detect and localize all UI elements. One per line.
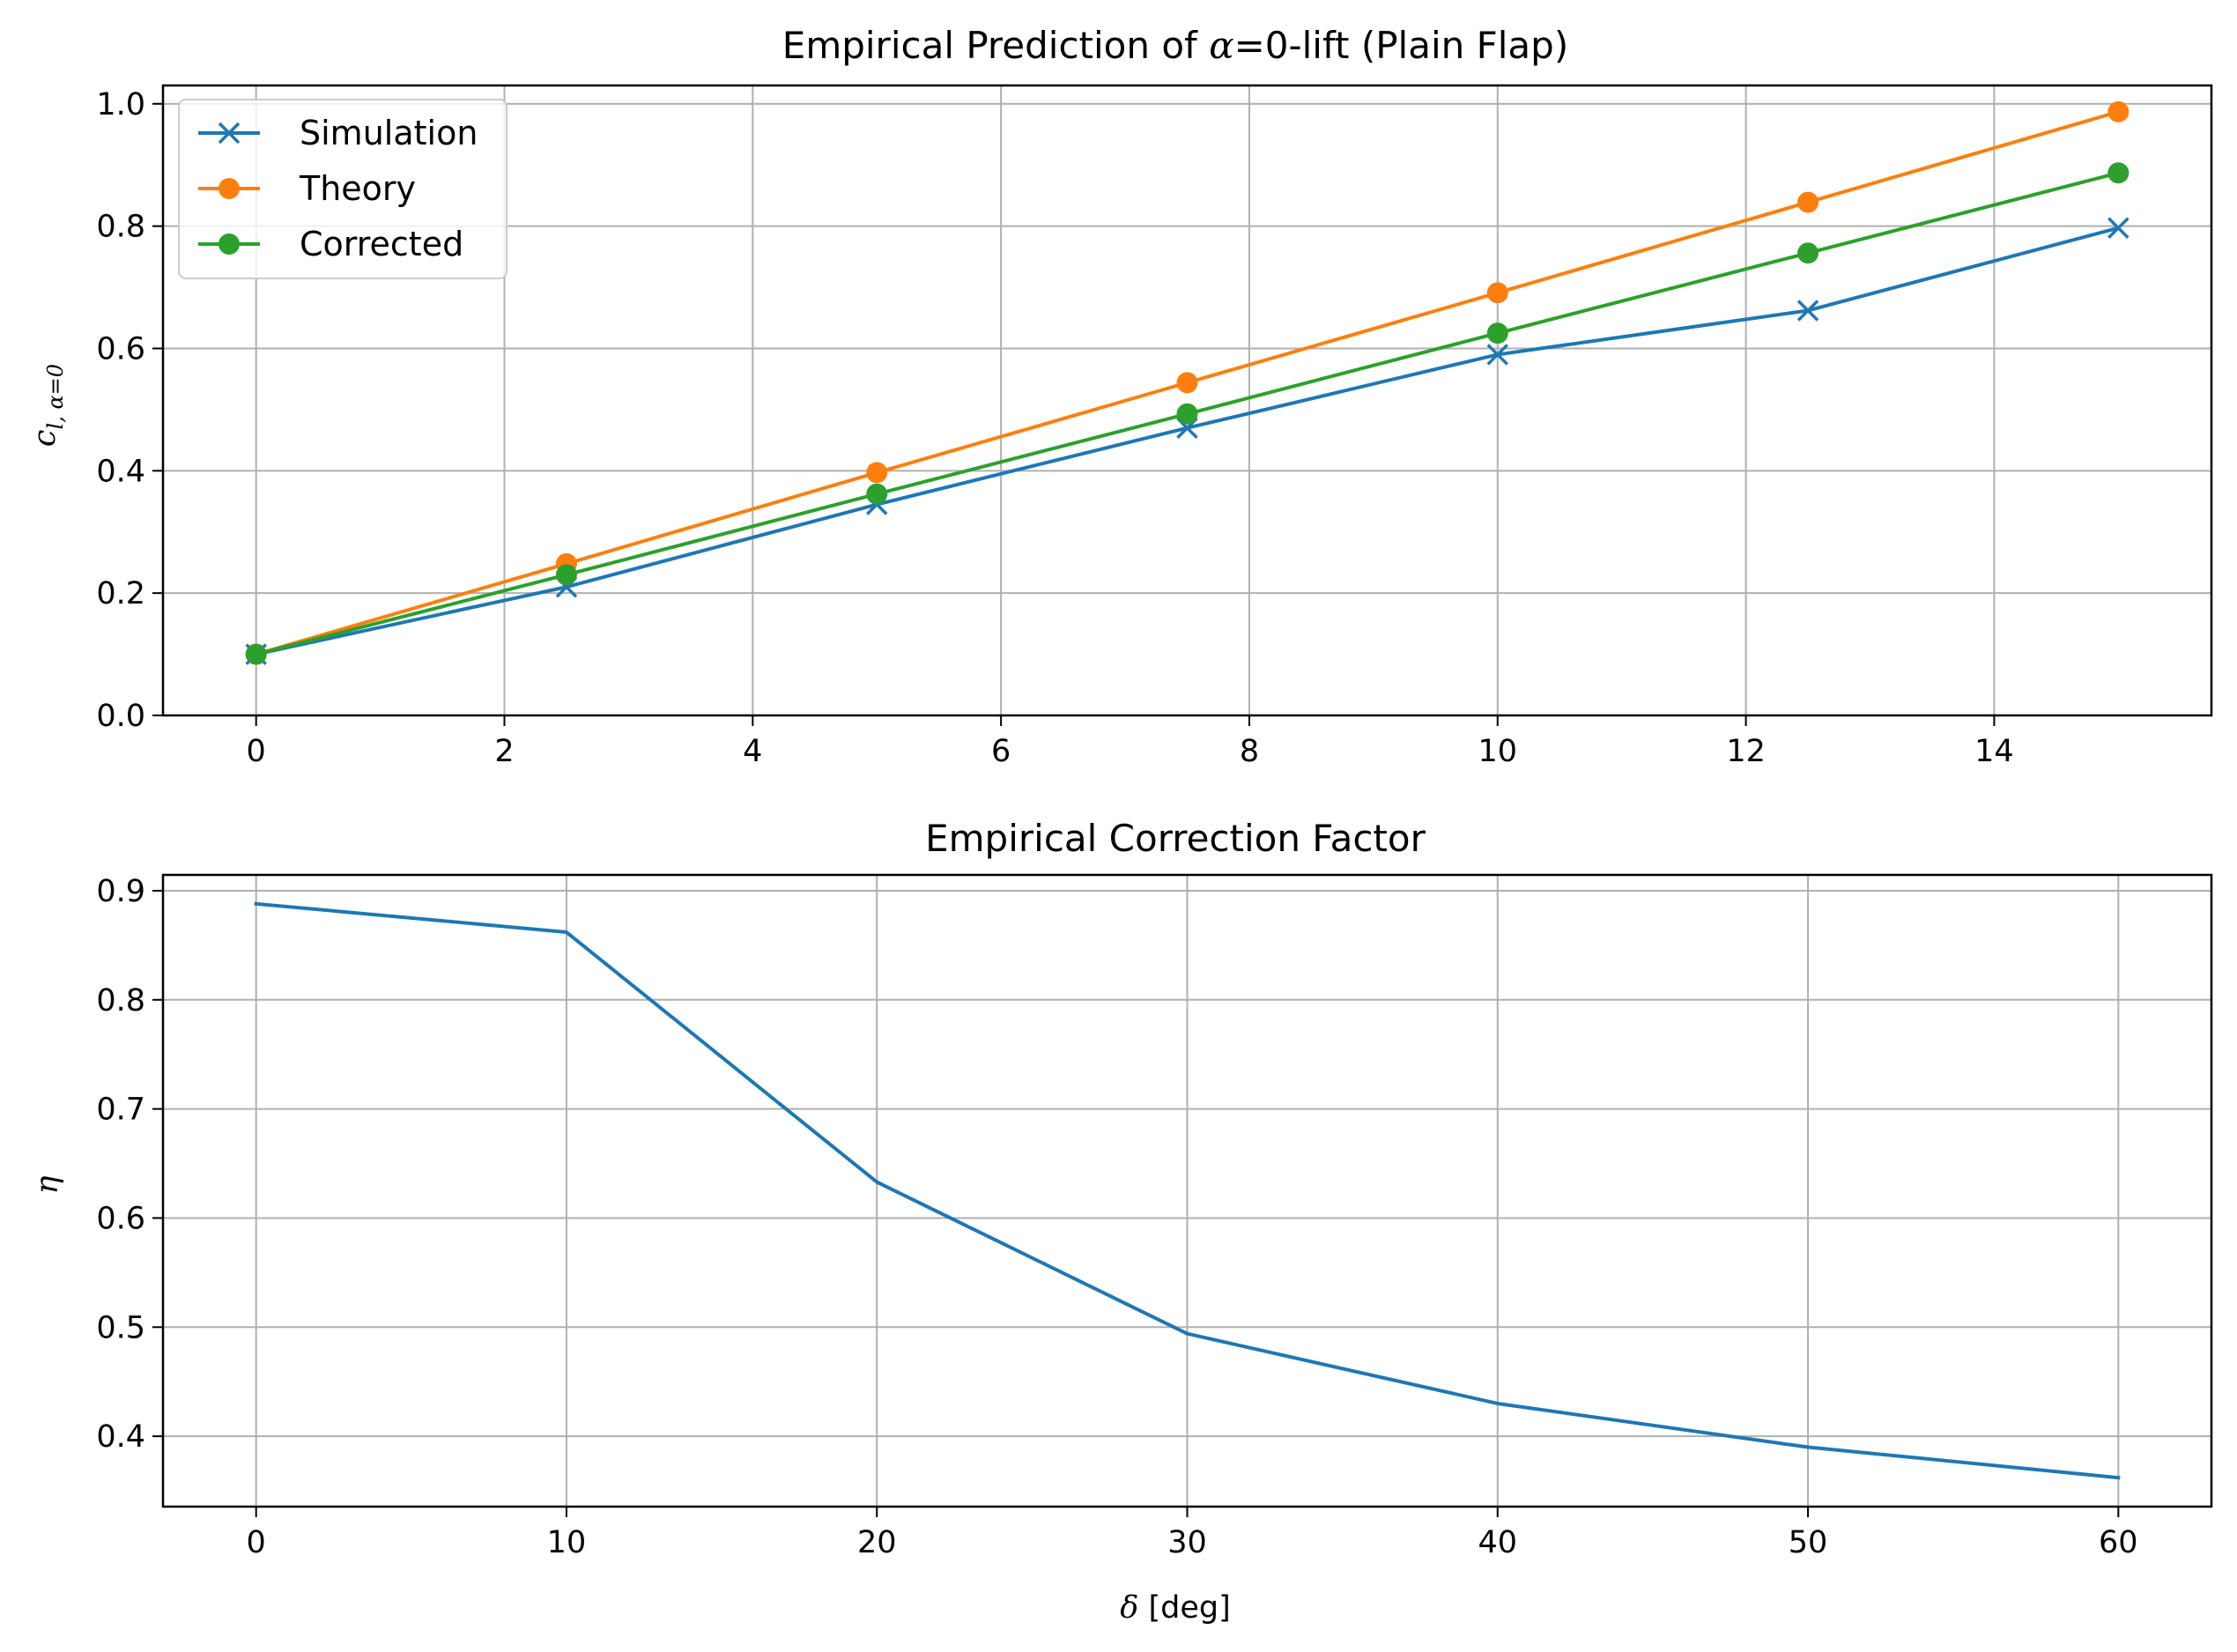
x-tick-label: 0 [247,734,266,769]
y-tick-label: 0.8 [96,210,145,245]
x-tick-label: 60 [2099,1525,2138,1560]
y-tick-label: 0.9 [96,874,145,909]
legend-marker [218,122,241,144]
chart-zero-lift-title: Empirical Prediction of α=0-lift (Plain … [782,24,1568,67]
y-tick-label: 0.5 [96,1310,145,1345]
data-point [1486,282,1508,304]
y-tick-label: 0.2 [96,576,145,611]
chart-correction-factor-title: Empirical Correction Factor [925,817,1426,860]
x-tick-label: 50 [1789,1525,1828,1560]
x-tick-label: 2 [494,734,514,769]
y-tick-label: 0.4 [96,1419,145,1455]
y-tick-label: 0.6 [96,331,145,367]
ticks: 0 10 20 30 40 50 60 0.4 0.5 0.6 0.7 0.8 0.9 [96,874,2137,1560]
y-tick-label: 0.6 [96,1201,145,1236]
legend: Simulation Theory Corrected [178,99,507,279]
x-tick-label: 4 [743,734,762,769]
y-tick-label: 1.0 [96,87,145,122]
x-tick-label: 6 [991,734,1011,769]
marker-stroke [2107,217,2130,239]
series-line [254,901,2121,1480]
data-point [1796,300,1819,322]
legend-box [178,99,507,279]
data-point [866,483,888,505]
x-tick-label: 8 [1240,734,1259,769]
data-point [2107,217,2130,239]
y-tick-label: 0.0 [96,699,145,734]
x-tick-label: 14 [1974,734,2014,769]
chart-correction-factor: Empirical Correction Factor δ [deg] η 0 1… [30,817,2213,1626]
x-tick-label: 20 [857,1525,897,1560]
data-point [1797,242,1819,264]
axes-frame [161,873,2213,1508]
plot-area [245,100,2130,665]
x-tick-label: 30 [1167,1525,1207,1560]
y-tick-label: 0.8 [96,983,145,1019]
data-point [1486,344,1509,366]
chart-correction-factor-xlabel: δ [deg] [1120,1590,1230,1626]
marker-stroke [1796,300,1819,322]
legend-marker [219,233,240,255]
data-point [866,462,888,484]
data-point [2107,100,2130,122]
x-tick-label: 40 [1478,1525,1517,1560]
data-point [2107,162,2130,184]
data-point [555,564,577,586]
y-tick-label: 0.7 [96,1093,145,1128]
chart-zero-lift-ylabel: cl, α=0 [27,364,68,447]
gridlines [163,875,2211,1507]
x-tick-label: 10 [1478,734,1517,769]
legend-label: Theory [299,169,416,208]
marker-stroke [1486,344,1509,366]
x-tick-label: 10 [547,1525,587,1560]
ticks: 0 2 4 6 8 10 12 14 0.0 0.2 0.4 0.6 0.8 1.0 [96,87,2013,769]
data-point [1486,322,1508,344]
chart-correction-factor-ylabel: η [30,1175,65,1194]
axes-frame [161,84,2213,717]
legend-label: Corrected [300,225,463,263]
x-tick-label: 0 [247,1525,266,1560]
x-tick-label: 12 [1726,734,1766,769]
y-tick-label: 0.4 [96,454,145,489]
plot-area [254,901,2121,1480]
legend-marker [219,178,240,199]
data-point [245,643,267,665]
data-point [1176,403,1198,425]
data-point [1797,191,1819,213]
chart-zero-lift: Empirical Prediction of α=0-lift (Plain … [27,24,2213,769]
legend-label: Simulation [300,114,478,152]
data-point [1176,372,1198,394]
